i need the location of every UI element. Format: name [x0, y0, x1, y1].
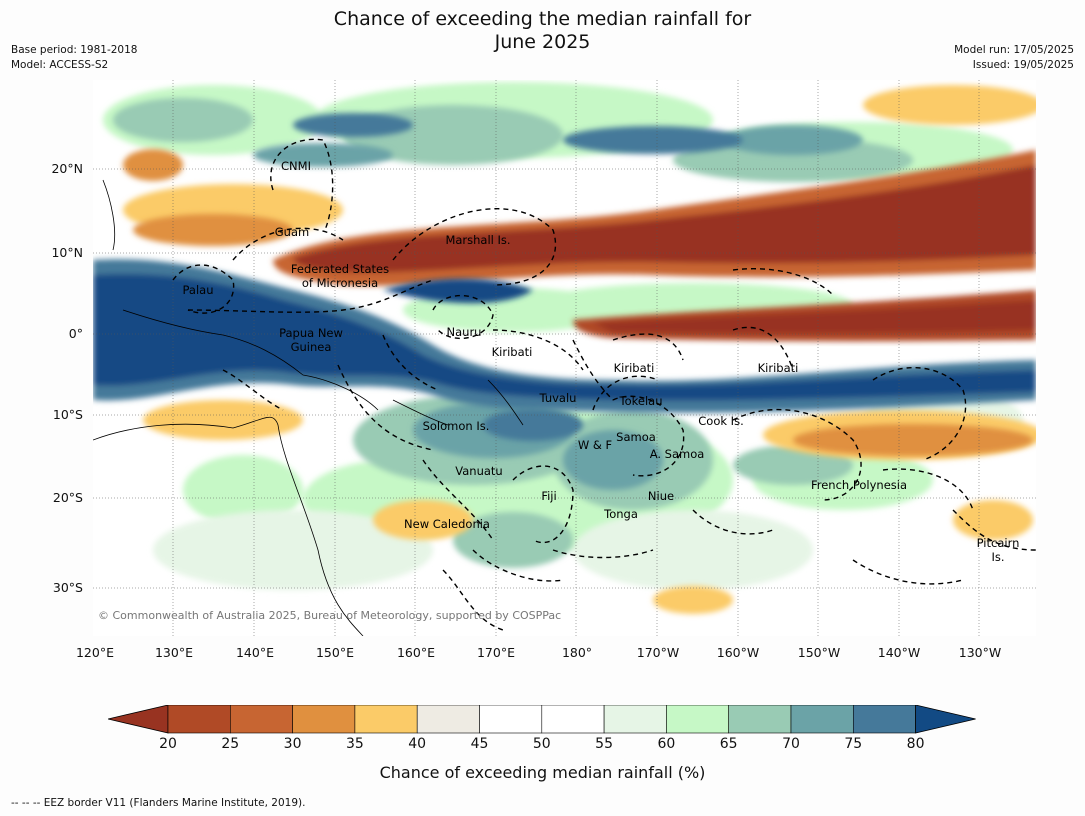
region-label-wf: W & F	[577, 438, 613, 452]
colorbar-segment	[230, 705, 293, 734]
colorbar-tick-label: 50	[532, 736, 551, 752]
region-label-am-samoa: A. Samoa	[649, 447, 705, 461]
colorbar-extend-low	[108, 705, 169, 734]
region-label-solomon: Solomon Is.	[422, 419, 490, 433]
colorbar-tick-label: 20	[159, 736, 177, 752]
lat-tick-label: 10°S	[52, 407, 83, 422]
dry-band-north	[273, 150, 1036, 286]
region-label-fiji: Fiji	[541, 489, 557, 503]
model-name: Model: ACCESS-S2	[11, 59, 109, 71]
lon-tick-label: 170°W	[636, 645, 680, 660]
eez-borders	[172, 138, 1036, 631]
colorbar-tick-label: 55	[595, 736, 613, 752]
colorbar-label: Chance of exceeding median rainfall (%)	[379, 763, 706, 782]
lon-tick-label: 130°E	[154, 645, 193, 660]
region-label-png-2: Guinea	[290, 340, 332, 354]
colorbar-tick-label: 45	[470, 736, 489, 752]
lat-tick-label: 20°S	[52, 490, 83, 505]
region-label-new-caledonia: New Caledonia	[404, 517, 490, 531]
colorbar-extend-high	[915, 705, 976, 734]
region-label-tokelau: Tokelau	[619, 394, 663, 408]
lon-tick-label: 140°E	[235, 645, 274, 660]
colorbar-tick-label: 75	[844, 736, 863, 752]
region-label-french-polynesia: French Polynesia	[810, 478, 908, 492]
rainfall-map[interactable]: © Commonwealth of Australia 2025, Bureau…	[93, 80, 1036, 636]
issued-date: Issued: 19/05/2025	[972, 59, 1074, 71]
colorbar-tick-label: 30	[283, 736, 302, 752]
region-label-guam: Guam	[274, 225, 310, 239]
lon-tick-label: 180°	[561, 645, 593, 660]
lon-tick-label: 140°W	[877, 645, 921, 660]
colorbar-tick-label: 35	[345, 736, 364, 752]
colorbar-segment	[666, 705, 730, 734]
region-label-tonga: Tonga	[604, 507, 638, 521]
lon-tick-label: 160°E	[396, 645, 435, 660]
colorbar-tick-label: 25	[221, 736, 240, 752]
region-label-vanuatu: Vanuatu	[455, 464, 503, 478]
region-label-nauru: Nauru	[446, 325, 482, 339]
region-label-samoa: Samoa	[616, 430, 656, 444]
colorbar-tick-label: 80	[906, 736, 925, 752]
lat-tick-label: 30°S	[52, 580, 83, 595]
colorbar-segment	[541, 705, 605, 734]
map-title: Chance of exceeding the median rainfall …	[0, 8, 1085, 54]
colorbar-tick-label: 60	[657, 736, 676, 752]
region-label-marshall: Marshall Is.	[445, 233, 511, 247]
lon-tick-label: 160°W	[716, 645, 760, 660]
region-label-kiribati-east: Kiribati	[757, 361, 799, 375]
region-label-pitcairn-1: Pitcairn	[976, 536, 1020, 550]
title-line-2: June 2025	[494, 31, 591, 53]
title-line-1: Chance of exceeding the median rainfall …	[333, 8, 752, 30]
colorbar-tick-label: 70	[782, 736, 800, 752]
region-label-kiribati-west: Kiribati	[491, 345, 533, 359]
region-label-cnmi: CNMI	[281, 159, 311, 173]
map-canvas	[93, 80, 1036, 636]
colorbar-segment	[416, 705, 480, 734]
base-period: Base period: 1981-2018	[11, 44, 138, 56]
colorbar-tick-label: 40	[408, 736, 427, 752]
colorbar-segment	[790, 705, 854, 734]
lat-tick-label: 0°	[68, 326, 83, 341]
region-label-fsm-1: Federated States	[290, 262, 390, 276]
lon-tick-label: 170°E	[476, 645, 515, 660]
colorbar	[108, 705, 976, 734]
meta-right: Model run: 17/05/2025 Issued: 19/05/2025	[954, 43, 1074, 73]
copyright-notice: © Commonwealth of Australia 2025, Bureau…	[98, 609, 562, 622]
colorbar-segment	[728, 705, 792, 734]
region-label-pitcairn-2: Is.	[991, 550, 1005, 564]
lon-tick-label: 150°E	[315, 645, 354, 660]
lon-tick-label: 150°W	[797, 645, 841, 660]
colorbar-segment	[603, 705, 667, 734]
region-label-kiribati-central: Kiribati	[613, 361, 655, 375]
coastlines	[93, 179, 524, 636]
lat-tick-label: 10°N	[51, 245, 83, 260]
meta-left: Base period: 1981-2018 Model: ACCESS-S2	[11, 43, 137, 73]
model-run: Model run: 17/05/2025	[954, 44, 1074, 56]
colorbar-segment	[354, 705, 418, 734]
colorbar-segment	[852, 705, 916, 734]
eez-footnote: -- -- -- EEZ border V11 (Flanders Marine…	[11, 797, 306, 809]
region-label-fsm-2: of Micronesia	[301, 276, 379, 290]
region-label-png-1: Papua New	[279, 326, 343, 340]
region-label-niue: Niue	[647, 489, 675, 503]
colorbar-segment	[292, 705, 356, 734]
lon-tick-label: 120°E	[75, 645, 114, 660]
lat-tick-label: 20°N	[51, 161, 83, 176]
colorbar-segment	[167, 705, 231, 734]
lon-tick-label: 130°W	[958, 645, 1002, 660]
region-label-cook: Cook Is.	[698, 414, 744, 428]
region-label-tuvalu: Tuvalu	[539, 391, 577, 405]
region-label-palau: Palau	[182, 283, 214, 297]
graticule	[93, 80, 1036, 636]
colorbar-tick-label: 65	[719, 736, 738, 752]
colorbar-segment	[479, 705, 543, 734]
